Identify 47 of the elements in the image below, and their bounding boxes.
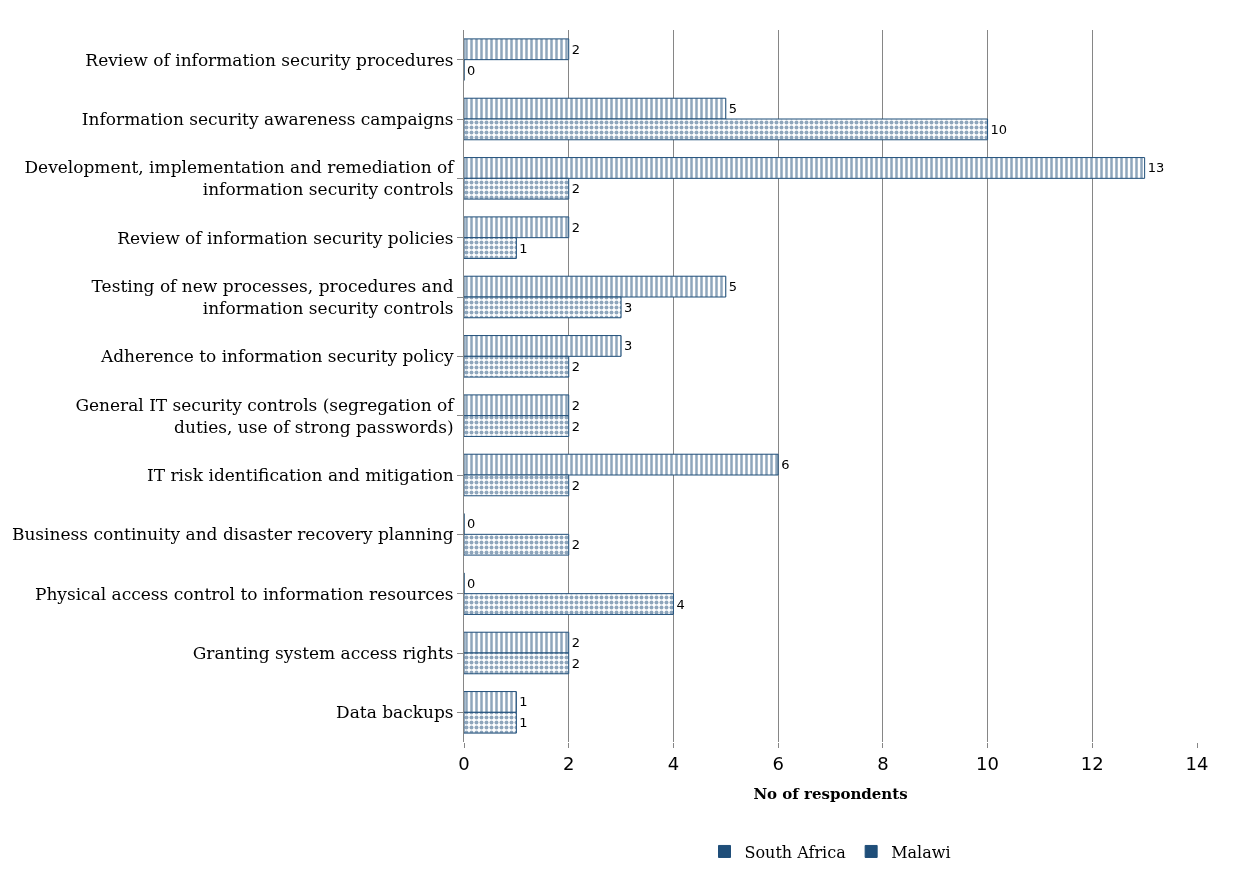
y-tick-label: General IT security controls (segregation of duties, use of strong passwords): [75, 394, 456, 437]
data-label: 2: [571, 219, 580, 235]
data-label: 0: [467, 62, 476, 78]
x-tick-label: 2: [562, 752, 575, 774]
data-label: 0: [467, 575, 476, 591]
x-axis-title: No of respondents: [753, 784, 908, 803]
y-tick-label: Review of information security policies: [117, 227, 454, 248]
data-label: 13: [1147, 160, 1165, 176]
data-label: 3: [624, 338, 633, 354]
data-label: 1: [519, 694, 528, 710]
y-tick-label: Development, implementation and remediation of information security controls: [24, 157, 456, 200]
y-tick-label: Adherence to information security policy: [99, 346, 454, 367]
data-label: 2: [571, 181, 580, 197]
data-label: 2: [571, 418, 580, 434]
y-tick-label: Review of information security procedures: [85, 49, 454, 70]
data-label: 4: [676, 596, 685, 612]
y-tick-label: Testing of new processes, procedures and information security controls: [91, 275, 454, 318]
x-tick-label: 10: [976, 752, 1000, 774]
legend-label: Malawi: [891, 842, 951, 862]
y-tick-label: Information security awareness campaigns: [81, 108, 454, 129]
y-tick-label: Physical access control to information resources: [34, 583, 454, 604]
data-label: 10: [990, 121, 1008, 137]
legend-label: South Africa: [744, 842, 847, 862]
data-label: 1: [519, 715, 528, 731]
data-label: 2: [571, 655, 580, 671]
y-tick-label: Data backups: [336, 702, 454, 723]
data-label: 6: [781, 457, 790, 473]
x-tick-label: 4: [667, 752, 680, 774]
data-label: 2: [571, 635, 580, 651]
y-tick-label: Granting system access rights: [192, 642, 454, 663]
data-label: 3: [624, 299, 633, 315]
x-tick-label: 0: [458, 752, 470, 774]
data-label: 2: [571, 477, 580, 493]
x-tick-label: 8: [877, 752, 889, 774]
x-tick-label: 6: [772, 752, 784, 774]
x-tick-label: 14: [1185, 752, 1209, 774]
data-label: 0: [467, 516, 476, 532]
x-tick-label: 12: [1080, 752, 1104, 774]
data-label: 1: [519, 240, 528, 256]
data-label: 2: [571, 41, 580, 57]
data-label: 5: [728, 279, 738, 295]
y-tick-label: Business continuity and disaster recovery planning: [11, 524, 454, 545]
data-label: 2: [571, 537, 580, 553]
data-label: 2: [571, 397, 580, 413]
data-label: 2: [571, 359, 580, 375]
data-label: 5: [728, 101, 738, 117]
y-tick-label: IT risk identification and mitigation: [147, 464, 454, 485]
